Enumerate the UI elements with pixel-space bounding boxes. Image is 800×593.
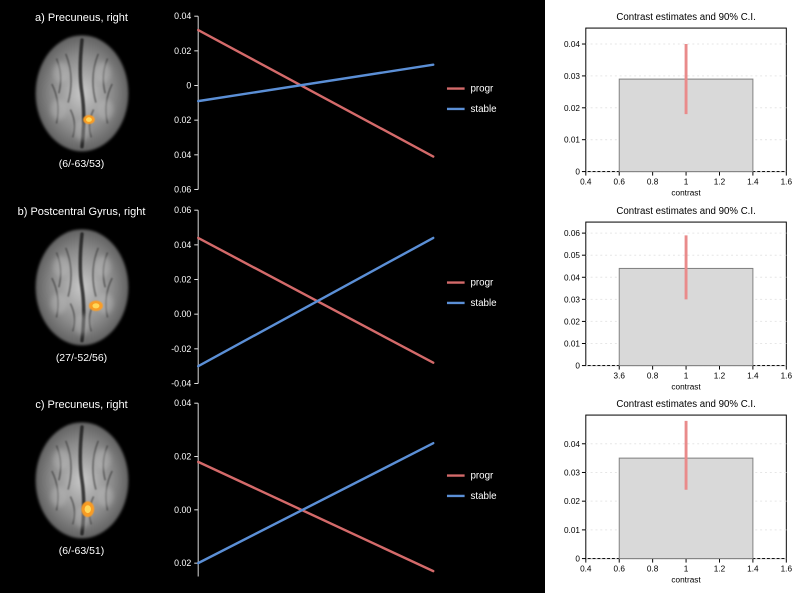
svg-text:0.02: 0.02	[564, 496, 580, 506]
svg-text:1.2: 1.2	[714, 564, 726, 574]
svg-text:0: 0	[575, 360, 580, 370]
left-panel: a) Precuneus, right (6/-63/53) 0.040.020…	[0, 0, 545, 593]
svg-text:0.00: 0.00	[174, 505, 191, 515]
brain-coords-b: (27/-52/56)	[56, 352, 107, 364]
svg-text:1.6: 1.6	[781, 176, 793, 186]
svg-text:contrast: contrast	[671, 381, 701, 391]
brain-title-a: a) Precuneus, right	[35, 12, 128, 24]
svg-text:0.8: 0.8	[647, 176, 659, 186]
svg-text:progr: progr	[470, 471, 494, 482]
svg-text:1: 1	[684, 176, 689, 186]
svg-text:0.01: 0.01	[564, 338, 580, 348]
svg-text:0.06: 0.06	[174, 205, 191, 215]
svg-text:1.2: 1.2	[714, 176, 726, 186]
svg-text:contrast: contrast	[671, 188, 701, 198]
svg-text:1.6: 1.6	[781, 370, 793, 380]
svg-text:0: 0	[575, 166, 580, 176]
svg-text:0: 0	[575, 554, 580, 564]
svg-text:0.04: 0.04	[174, 150, 191, 160]
svg-text:0.03: 0.03	[564, 71, 580, 81]
svg-text:1.4: 1.4	[747, 176, 759, 186]
brain-col-a: a) Precuneus, right (6/-63/53)	[4, 6, 159, 200]
svg-text:0.02: 0.02	[564, 316, 580, 326]
interaction-plot-a: 0.04 0.02 0 0.02 0.04 0.06 progr stable	[159, 6, 541, 200]
svg-text:stable: stable	[470, 104, 497, 115]
brain-image-a	[24, 26, 140, 156]
svg-text:0.4: 0.4	[580, 564, 592, 574]
svg-text:0.04: 0.04	[174, 239, 191, 249]
svg-text:1.4: 1.4	[747, 370, 759, 380]
interaction-plot-c: 0.04 0.02 0.00 0.02 progr stable	[159, 393, 541, 587]
svg-text:0.04: 0.04	[564, 439, 580, 449]
ci-plot-a: Contrast estimates and 90% C.I. 0 0.01 0.02…	[549, 6, 796, 200]
figure-root: a) Precuneus, right (6/-63/53) 0.040.020…	[0, 0, 800, 593]
svg-text:0.01: 0.01	[564, 135, 580, 145]
interaction-plot-b: 0.06 0.04 0.02 0.00 -0.02 -0.04 progr stable	[159, 200, 541, 394]
row-c: c) Precuneus, right (6/-63/51) 0.040.020…	[4, 393, 541, 587]
row-b: b) Postcentral Gyrus, right (27/-52/56) …	[4, 200, 541, 394]
svg-text:0.02: 0.02	[174, 452, 191, 462]
brain-title-c: c) Precuneus, right	[35, 399, 127, 411]
row-a: a) Precuneus, right (6/-63/53) 0.040.020…	[4, 6, 541, 200]
svg-text:3.6: 3.6	[614, 370, 626, 380]
brain-coords-c: (6/-63/51)	[59, 545, 105, 557]
svg-text:0.05: 0.05	[564, 250, 580, 260]
svg-text:0.02: 0.02	[174, 46, 191, 56]
svg-text:stable: stable	[470, 298, 497, 309]
svg-text:1.6: 1.6	[781, 564, 793, 574]
svg-text:0.06: 0.06	[564, 228, 580, 238]
svg-text:0.00: 0.00	[174, 309, 191, 319]
svg-text:0.6: 0.6	[614, 176, 626, 186]
svg-text:0.02: 0.02	[174, 558, 191, 568]
svg-text:1.2: 1.2	[714, 370, 726, 380]
brain-image-b	[24, 220, 140, 350]
svg-text:0.04: 0.04	[564, 272, 580, 282]
svg-text:progr: progr	[470, 83, 494, 94]
svg-text:contrast: contrast	[671, 575, 701, 585]
svg-text:Contrast estimates and 90% C.I: Contrast estimates and 90% C.I.	[616, 206, 755, 217]
svg-text:progr: progr	[470, 277, 494, 288]
svg-text:1: 1	[684, 370, 689, 380]
svg-text:0: 0	[186, 80, 191, 90]
svg-text:0.02: 0.02	[564, 103, 580, 113]
brain-col-b: b) Postcentral Gyrus, right (27/-52/56)	[4, 200, 159, 394]
svg-text:0.8: 0.8	[647, 370, 659, 380]
svg-text:-0.04: -0.04	[171, 378, 191, 388]
svg-text:0.04: 0.04	[174, 11, 191, 21]
brain-title-b: b) Postcentral Gyrus, right	[18, 206, 146, 218]
svg-text:0.03: 0.03	[564, 294, 580, 304]
svg-text:stable: stable	[470, 491, 497, 502]
svg-text:-0.02: -0.02	[171, 343, 191, 353]
brain-col-c: c) Precuneus, right (6/-63/51)	[4, 393, 159, 587]
svg-text:0.06: 0.06	[174, 184, 191, 194]
svg-text:0.04: 0.04	[564, 39, 580, 49]
svg-text:0.04: 0.04	[174, 398, 191, 408]
svg-text:0.4: 0.4	[580, 176, 592, 186]
svg-text:0.01: 0.01	[564, 525, 580, 535]
svg-text:1: 1	[684, 564, 689, 574]
ci-plot-c: Contrast estimates and 90% C.I. 0 0.01 0.02…	[549, 393, 796, 587]
right-panel: Contrast estimates and 90% C.I. 0 0.01 0.02…	[545, 0, 800, 593]
svg-text:1.4: 1.4	[747, 564, 759, 574]
svg-text:0.02: 0.02	[174, 115, 191, 125]
brain-coords-a: (6/-63/53)	[59, 158, 105, 170]
svg-text:0.03: 0.03	[564, 468, 580, 478]
svg-text:Contrast estimates and 90% C.I: Contrast estimates and 90% C.I.	[616, 399, 755, 410]
brain-image-c	[24, 413, 140, 543]
svg-text:0.02: 0.02	[174, 274, 191, 284]
svg-text:0.6: 0.6	[614, 564, 626, 574]
svg-text:0.8: 0.8	[647, 564, 659, 574]
ci-plot-b: Contrast estimates and 90% C.I. 0 0.01 0.02…	[549, 200, 796, 394]
svg-text:Contrast estimates and 90% C.I: Contrast estimates and 90% C.I.	[616, 12, 755, 23]
